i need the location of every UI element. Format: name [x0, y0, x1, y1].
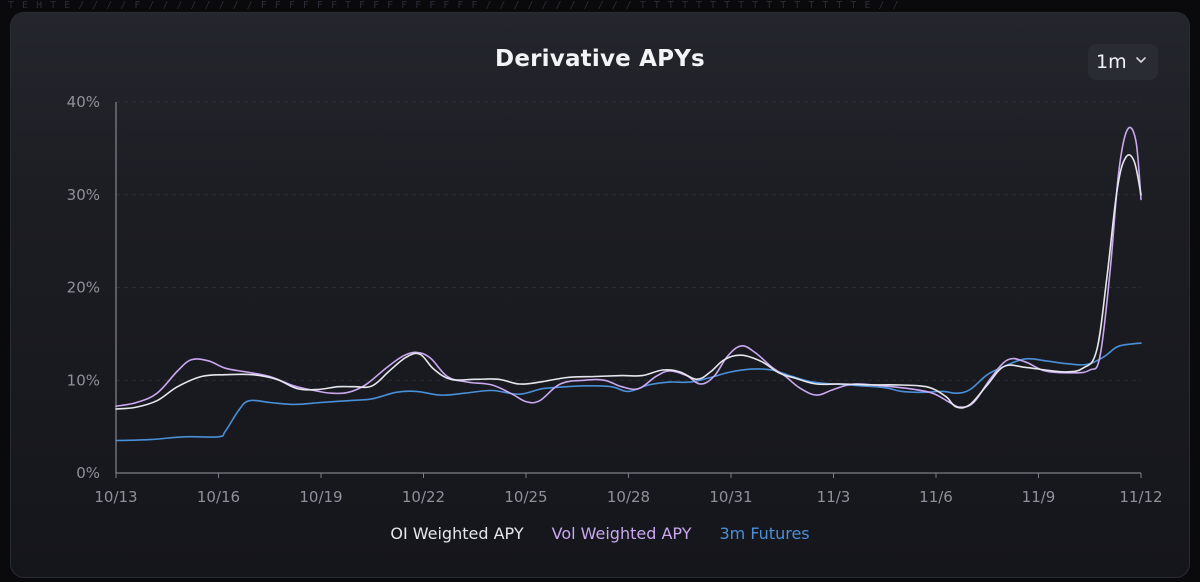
chevron-down-icon	[1136, 57, 1146, 63]
series-line-vol-weighted-apy	[115, 126, 1142, 408]
y-tick-label: 30%	[67, 186, 100, 204]
y-tick-label: 0%	[76, 464, 100, 482]
x-tick-label: 10/28	[607, 488, 650, 506]
x-tick-label: 11/12	[1119, 488, 1162, 506]
x-tick-label: 11/6	[919, 488, 953, 506]
series-line-oi-weighted-apy	[115, 154, 1142, 410]
chart-card	[10, 12, 1190, 578]
time-range-select[interactable]: 1m	[1088, 44, 1158, 80]
chart-title: Derivative APYs	[495, 46, 705, 72]
x-tick-label: 10/25	[504, 488, 547, 506]
x-tick-label: 11/3	[817, 488, 851, 506]
x-tick-label: 10/16	[197, 488, 240, 506]
x-tick-label: 11/9	[1022, 488, 1056, 506]
x-tick-label: 10/31	[709, 488, 752, 506]
chart-legend: OI Weighted APY Vol Weighted APY 3m Futu…	[0, 524, 1200, 543]
x-tick-label: 10/22	[402, 488, 445, 506]
x-tick-label: 10/13	[94, 488, 137, 506]
series-line-3m-futures	[115, 342, 1142, 442]
y-tick-label: 40%	[67, 93, 100, 111]
decorative-header-pattern: T E H T E / / / / F / / / / / / / / F F …	[8, 0, 900, 11]
x-tick-label: 10/19	[299, 488, 342, 506]
legend-item-vol-weighted-apy[interactable]: Vol Weighted APY	[551, 524, 692, 543]
legend-item-oi-weighted-apy[interactable]: OI Weighted APY	[390, 524, 524, 543]
y-tick-label: 10%	[67, 371, 100, 389]
y-tick-label: 20%	[67, 279, 100, 297]
legend-item-3m-futures[interactable]: 3m Futures	[719, 524, 810, 543]
time-range-value: 1m	[1096, 51, 1127, 73]
